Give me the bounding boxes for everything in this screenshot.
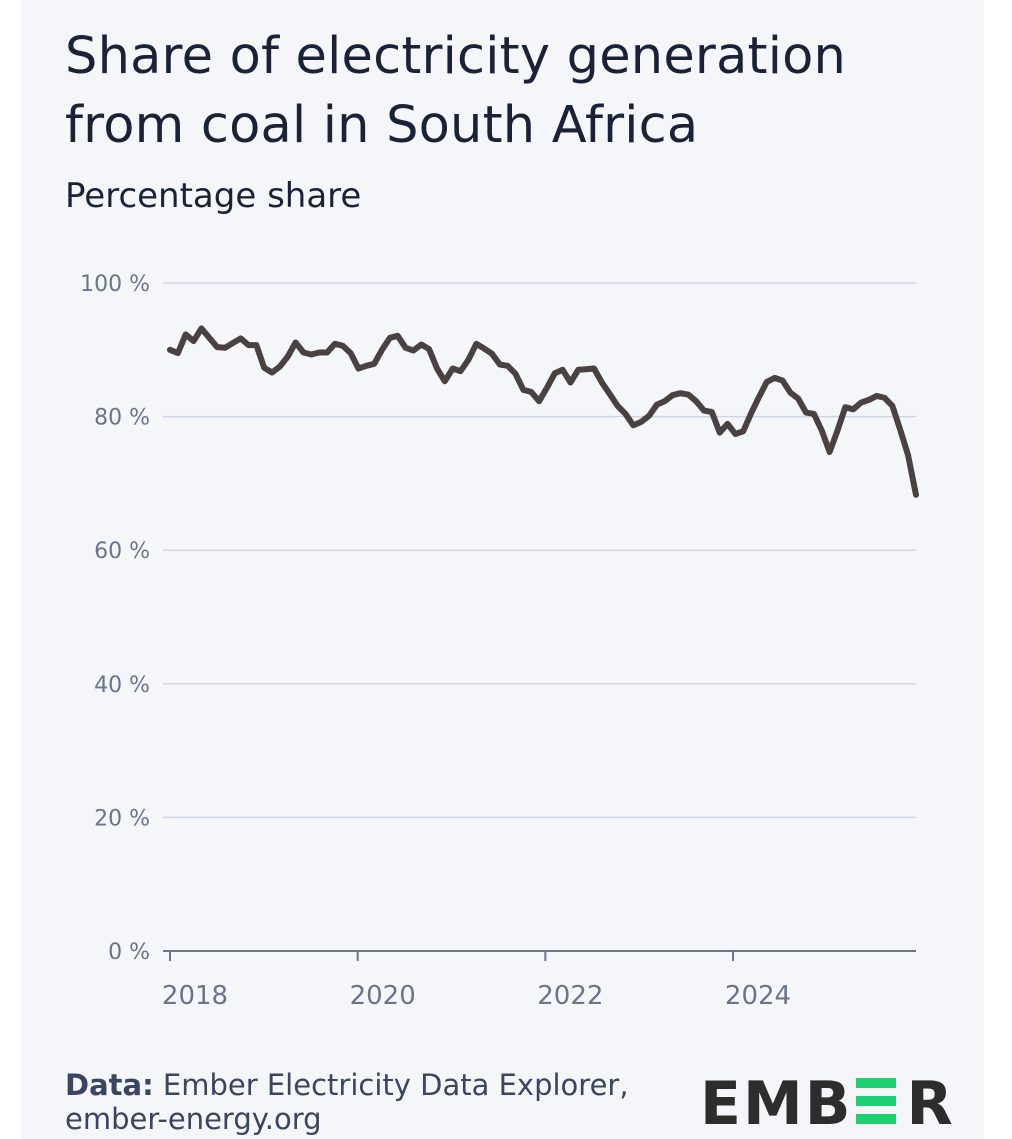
logo-text-left: EMB xyxy=(700,1069,853,1139)
x-tick-label: 2020 xyxy=(350,981,416,1011)
y-tick-label: 100 % xyxy=(80,272,150,297)
y-tick-label: 40 % xyxy=(94,673,150,698)
y-tick-label: 0 % xyxy=(108,940,150,965)
line-chart: 0 % 20 % 40 % 60 % 80 % 100 % 2018 2020 2022 202… xyxy=(80,272,919,1011)
y-tick-label: 60 % xyxy=(94,539,150,564)
y-tick-label: 80 % xyxy=(94,406,150,431)
source-text: Ember Electricity Data Explorer, xyxy=(162,1068,629,1102)
x-tick-label: 2024 xyxy=(725,981,791,1011)
x-tick-label: 2018 xyxy=(162,981,228,1011)
ember-logo: EMB R xyxy=(700,1072,955,1136)
chart-card xyxy=(22,0,984,1139)
series-line xyxy=(167,325,919,498)
logo-e-mark xyxy=(856,1076,900,1126)
x-axis-ticks: 2018 2020 2022 2024 xyxy=(162,951,791,1011)
source-label: Data: xyxy=(65,1068,154,1102)
y-tick-label: 20 % xyxy=(94,806,150,831)
data-source: Data: Ember Electricity Data Explorer, e… xyxy=(65,1068,705,1136)
series-layer xyxy=(167,325,919,498)
y-axis-ticks: 0 % 20 % 40 % 60 % 80 % 100 % xyxy=(80,272,150,965)
source-url[interactable]: ember-energy.org xyxy=(65,1102,322,1136)
chart-subtitle: Percentage share xyxy=(65,176,362,216)
x-tick-label: 2022 xyxy=(537,981,603,1011)
chart-title: Share of electricity generation from coa… xyxy=(65,27,847,155)
gridlines xyxy=(163,282,916,952)
logo-text-right: R xyxy=(906,1069,955,1139)
